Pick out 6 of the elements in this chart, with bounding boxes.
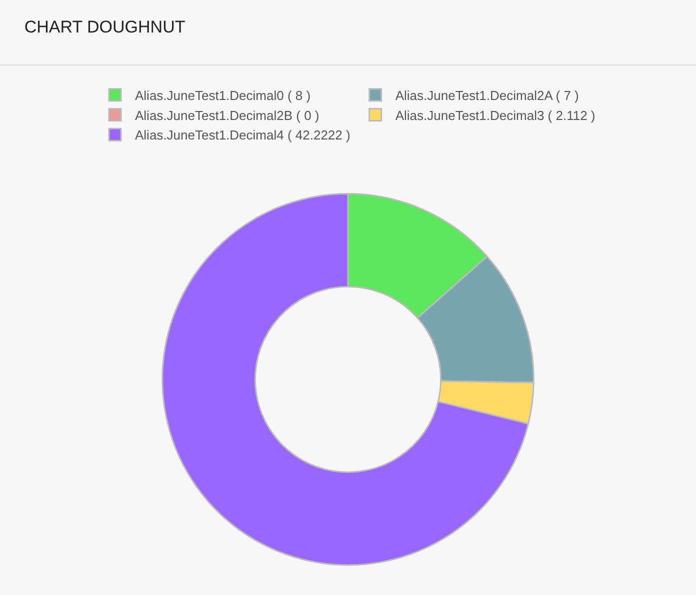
legend-label: Alias.JuneTest1.Decimal2B ( 0 )	[135, 108, 320, 123]
legend-label: Alias.JuneTest1.Decimal2A ( 7 )	[395, 88, 579, 103]
legend-label: Alias.JuneTest1.Decimal4 ( 42.2222 )	[135, 128, 350, 143]
legend-label: Alias.JuneTest1.Decimal0 ( 8 )	[135, 88, 311, 103]
legend-label: Alias.JuneTest1.Decimal3 ( 2.112 )	[395, 108, 596, 123]
chart-title: CHART DOUGHNUT	[24, 18, 186, 37]
